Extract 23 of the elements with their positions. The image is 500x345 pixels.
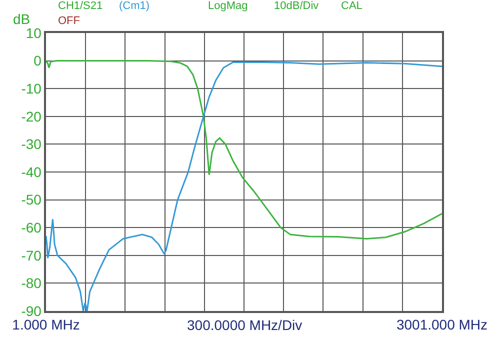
text: LogMag [208,0,248,12]
text: 10dB/Div [274,0,320,12]
text: CH1/S21 [58,0,103,12]
y-tick-label: -60 [21,220,42,236]
x-tick-label: 1.000 MHz [12,316,80,333]
text: CAL [341,0,362,12]
y-tick-label: 0 [34,52,42,69]
y-tick-label: 10 [26,24,42,41]
y-tick-label: -80 [21,275,42,292]
line-series [46,61,442,311]
y-tick-label: -50 [21,192,42,208]
x-axis-title: 300.0000 MHz/Div [187,317,302,333]
y-tick-label: -70 [21,247,42,264]
y-tick-label: -30 [21,136,42,152]
y-tick-label: -10 [21,80,42,96]
y-tick-label: -20 [21,108,42,124]
y-tick-label: -40 [21,164,42,180]
y-axis-title: dB [13,11,30,27]
y-tick-label: -90 [21,302,42,319]
text: (Cm1) [119,0,150,12]
x-tick-label: 3001.000 MHz [396,316,488,333]
text: OFF [58,15,80,27]
line-series [46,60,442,240]
